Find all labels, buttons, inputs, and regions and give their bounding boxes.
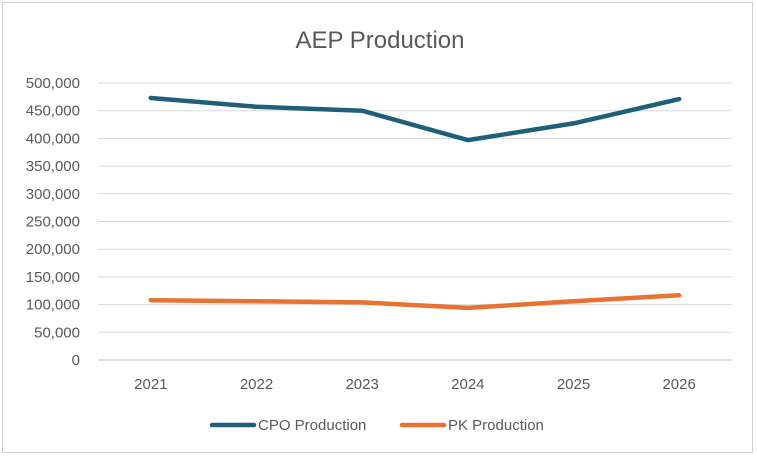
y-tick-label: 450,000 — [26, 103, 80, 120]
x-tick-label: 2021 — [134, 376, 167, 393]
legend: CPO Production PK Production — [209, 417, 544, 434]
y-tick-label: 300,000 — [26, 186, 80, 203]
y-tick-label: 500,000 — [26, 75, 80, 92]
gridlines — [98, 82, 732, 361]
y-tick-label: 350,000 — [26, 158, 80, 175]
legend-label: PK Production — [448, 417, 544, 434]
y-tick-label: 400,000 — [26, 130, 80, 147]
y-tick-label: 200,000 — [26, 241, 80, 258]
x-axis-ticks: 2021 2022 2023 2024 2025 2026 — [134, 376, 696, 393]
x-tick-label: 2026 — [662, 376, 695, 393]
x-tick-label: 2025 — [557, 376, 590, 393]
y-axis-ticks: 0 50,000 100,000 150,000 200,000 250,000 300,0… — [26, 75, 80, 369]
chart-frame — [2, 2, 753, 453]
y-tick-label: 0 — [72, 352, 80, 369]
series-line-cpo-production — [148, 95, 682, 143]
x-tick-label: 2022 — [240, 376, 273, 393]
y-tick-label: 50,000 — [34, 324, 80, 341]
x-tick-label: 2023 — [345, 376, 378, 393]
series-lines — [148, 95, 682, 311]
y-tick-label: 150,000 — [26, 269, 80, 286]
x-tick-label: 2024 — [451, 376, 484, 393]
y-tick-label: 250,000 — [26, 214, 80, 231]
series-line-pk-production — [148, 292, 682, 311]
y-tick-label: 100,000 — [26, 297, 80, 314]
chart-title: AEP Production — [296, 27, 465, 54]
legend-label: CPO Production — [258, 417, 366, 434]
